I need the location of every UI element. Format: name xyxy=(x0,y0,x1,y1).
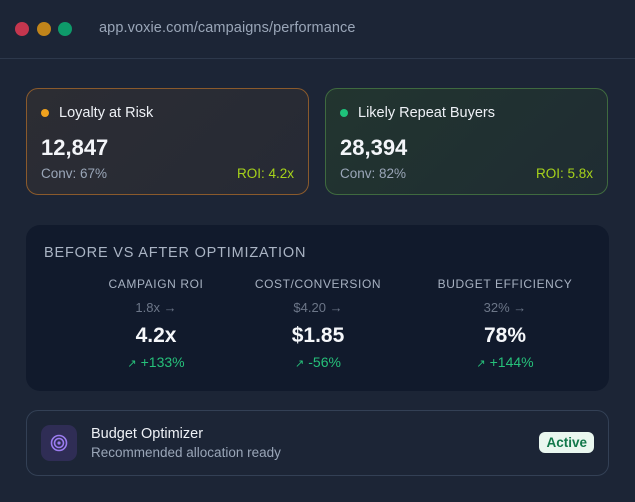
segment-title: Likely Repeat Buyers xyxy=(358,105,496,121)
metric-before-value: 32% → xyxy=(483,300,527,315)
metric-label: COST/CONVERSION xyxy=(254,277,382,291)
optimizer-subtitle: Recommended allocation ready xyxy=(91,445,281,460)
metric-change: ↗ +144% xyxy=(415,354,595,370)
address-bar[interactable]: app.voxie.com/campaigns/performance xyxy=(99,20,356,36)
segment-title: Loyalty at Risk xyxy=(59,105,154,121)
segment-roi: ROI: 4.2x xyxy=(236,166,294,181)
metric-change: ↗ +133% xyxy=(66,354,246,370)
metric-before-value: $4.20 → xyxy=(293,300,343,315)
status-badge: Active xyxy=(539,432,594,453)
metric-change-value: -56% xyxy=(308,354,341,370)
segment-count: 28,394 xyxy=(340,135,408,160)
budget-optimizer-card[interactable]: Budget Optimizer Recommended allocation … xyxy=(26,410,609,476)
panel-title: BEFORE VS AFTER OPTIMIZATION xyxy=(44,245,307,261)
metric-change-value: +144% xyxy=(489,354,534,370)
target-icon xyxy=(41,425,77,461)
metric-budget-efficiency: BUDGET EFFICIENCY 32% → 78% ↗ +144% xyxy=(415,277,595,370)
minimize-window-button[interactable] xyxy=(37,22,51,36)
trend-arrow-icon: ↗ xyxy=(127,358,137,370)
segment-roi: ROI: 5.8x xyxy=(535,166,593,181)
trend-arrow-icon: ↗ xyxy=(476,358,486,370)
metric-change: ↗ -56% xyxy=(228,354,408,370)
metric-cost-per-conversion: COST/CONVERSION $4.20 → $1.85 ↗ -56% xyxy=(228,277,408,370)
close-window-button[interactable] xyxy=(15,22,29,36)
status-dot-icon xyxy=(340,109,348,117)
segment-conversion: Conv: 82% xyxy=(340,166,407,181)
metric-after-value: $1.85 xyxy=(291,324,345,347)
metric-after-value: 78% xyxy=(483,324,527,347)
metric-before-value: 1.8x → xyxy=(135,300,177,315)
metric-label: CAMPAIGN ROI xyxy=(108,277,204,291)
browser-titlebar: app.voxie.com/campaigns/performance xyxy=(0,0,635,59)
segment-card-likely-repeat-buyers[interactable]: Likely Repeat Buyers 28,394 Conv: 82% RO… xyxy=(325,88,608,195)
trend-arrow-icon: ↗ xyxy=(295,358,305,370)
maximize-window-button[interactable] xyxy=(58,22,72,36)
status-dot-icon xyxy=(41,109,49,117)
metric-after-value: 4.2x xyxy=(135,324,177,347)
segment-card-loyalty-at-risk[interactable]: Loyalty at Risk 12,847 Conv: 67% ROI: 4.… xyxy=(26,88,309,195)
metric-change-value: +133% xyxy=(140,354,185,370)
optimization-comparison-panel: BEFORE VS AFTER OPTIMIZATION CAMPAIGN RO… xyxy=(26,225,609,391)
metric-campaign-roi: CAMPAIGN ROI 1.8x → 4.2x ↗ +133% xyxy=(66,277,246,370)
segment-count: 12,847 xyxy=(41,135,109,160)
optimizer-title: Budget Optimizer xyxy=(91,426,204,442)
segment-conversion: Conv: 67% xyxy=(41,166,108,181)
metric-label: BUDGET EFFICIENCY xyxy=(437,277,573,291)
